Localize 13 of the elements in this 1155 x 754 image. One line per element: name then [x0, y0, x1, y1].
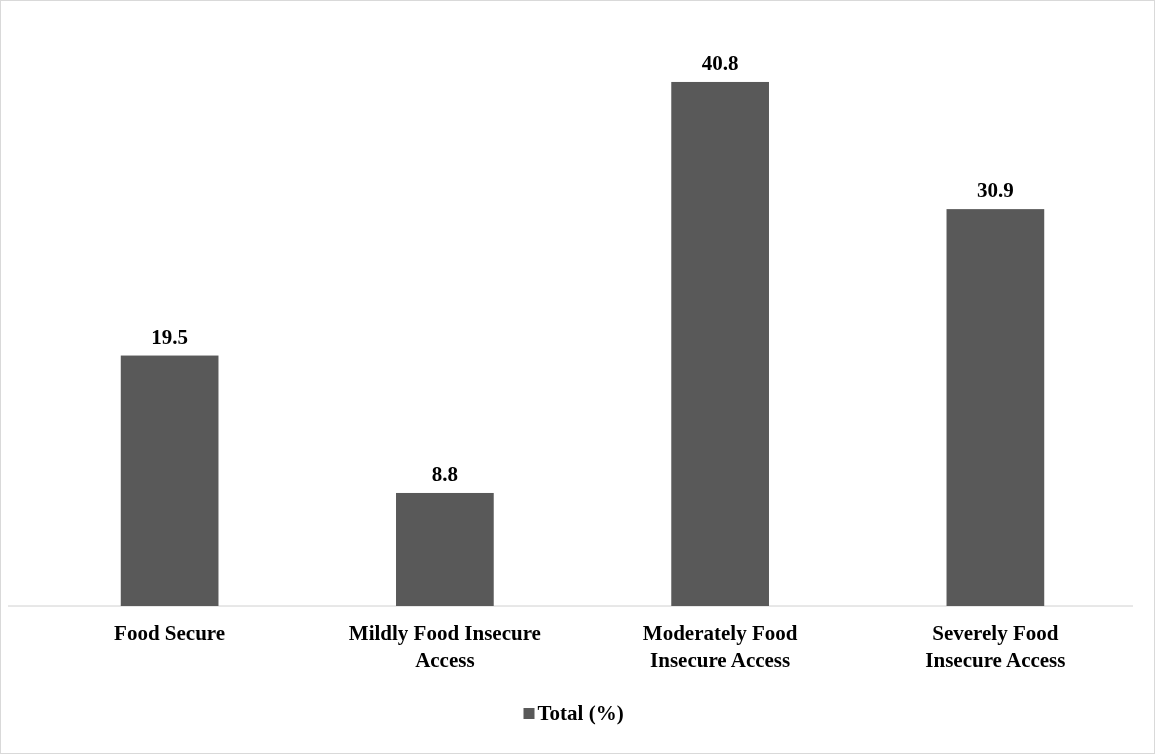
x-tick-label: Severely Food Insecure Access	[925, 621, 1066, 672]
bar	[946, 209, 1045, 606]
data-label: 30.9	[977, 178, 1014, 203]
data-label: 19.5	[151, 324, 188, 349]
bar	[396, 492, 494, 606]
bar	[671, 81, 769, 606]
data-label: 40.8	[701, 50, 739, 75]
bar	[120, 355, 219, 606]
x-tick-label: Moderately Food Insecure Access	[642, 621, 798, 672]
legend-label: Total (%)	[537, 701, 624, 725]
x-tick-label: Mildly Food Insecure Access	[348, 621, 541, 672]
x-tick-label: Food Secure	[114, 621, 226, 645]
data-label: 8.8	[431, 461, 458, 486]
